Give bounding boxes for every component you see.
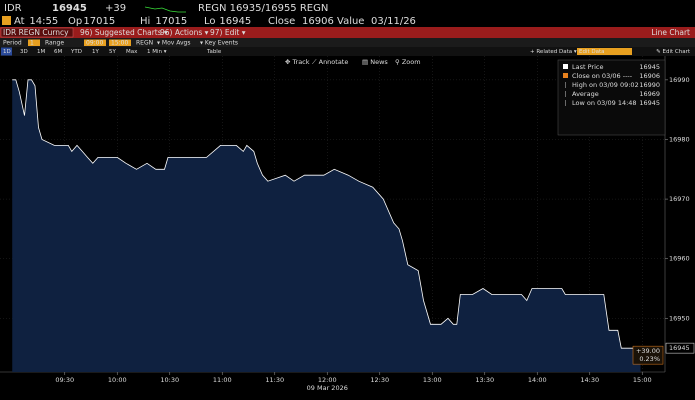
chart-label: Line Chart bbox=[651, 28, 690, 37]
timeframe[interactable]: 5Y bbox=[109, 49, 116, 55]
legend-box bbox=[557, 59, 666, 136]
stat-label: Close bbox=[268, 16, 295, 27]
y-tick-label: 16990 bbox=[669, 76, 690, 84]
timeframe[interactable]: 6M bbox=[54, 49, 62, 55]
timeframe[interactable]: Max bbox=[126, 49, 138, 55]
y-tick-label: 16970 bbox=[669, 195, 690, 203]
menu-item[interactable]: 96) Suggested Charts ▾ bbox=[80, 28, 168, 37]
input-box[interactable] bbox=[28, 39, 40, 47]
last-price-box bbox=[665, 342, 695, 354]
legend-label: Average bbox=[572, 90, 599, 98]
tool[interactable]: ✥ Track bbox=[285, 58, 310, 66]
x-tick-label: 12:00 bbox=[318, 376, 337, 384]
stat-label: Value bbox=[337, 16, 364, 27]
date-label: 09 Mar 2026 bbox=[307, 384, 348, 392]
security: IDR REGN Curncy bbox=[3, 28, 69, 37]
legend-label: Low on 03/09 14:48 bbox=[572, 99, 637, 107]
stat-value: 17015 bbox=[155, 16, 187, 27]
legend-label: High on 03/09 09:02 bbox=[572, 81, 639, 89]
x-tick-label: 10:30 bbox=[160, 376, 179, 384]
x-tick-label: 14:30 bbox=[580, 376, 599, 384]
x-tick-label: 10:00 bbox=[108, 376, 127, 384]
stat-label: At bbox=[14, 16, 25, 27]
change-box bbox=[632, 345, 664, 365]
setting: 15:00 bbox=[111, 40, 128, 47]
edit-chart[interactable]: ✎ Edit Chart bbox=[656, 49, 691, 55]
menu-bar bbox=[0, 27, 695, 38]
input-box[interactable] bbox=[84, 39, 106, 47]
security-box[interactable] bbox=[0, 27, 74, 38]
settings-bar bbox=[0, 38, 695, 47]
timeframe-selected bbox=[1, 47, 12, 56]
legend-value: 16945 bbox=[639, 63, 660, 71]
y-tick-label: 16980 bbox=[669, 135, 690, 143]
x-tick-label: 15:00 bbox=[633, 376, 652, 384]
related-data[interactable]: + Related Data ▾ bbox=[530, 49, 577, 55]
menu-item[interactable]: 96) Actions ▾ bbox=[160, 28, 209, 37]
timeframe[interactable]: YTD bbox=[70, 49, 82, 55]
x-tick-label: 11:00 bbox=[213, 376, 232, 384]
stat-value: 17015 bbox=[83, 16, 115, 27]
x-tick-label: 14:00 bbox=[528, 376, 547, 384]
x-tick-label: 09:30 bbox=[55, 376, 74, 384]
setting: Range bbox=[45, 40, 64, 47]
ticker: IDR bbox=[4, 3, 22, 14]
legend-label: Close on 03/06 ---- bbox=[572, 72, 633, 80]
stat-label: Op bbox=[68, 16, 82, 27]
y-tick-label: 16960 bbox=[669, 255, 690, 263]
input-box[interactable] bbox=[109, 39, 131, 47]
legend-value: 16906 bbox=[639, 72, 660, 80]
stat-value: 03/11/26 bbox=[371, 16, 416, 27]
last-price-label: 16945 bbox=[669, 344, 690, 352]
last-price: 16945 bbox=[52, 3, 87, 14]
legend-value: 16969 bbox=[639, 90, 660, 98]
setting: Period bbox=[3, 40, 22, 47]
legend-swatch bbox=[563, 64, 568, 69]
setting: 09:00 bbox=[86, 40, 103, 47]
stat-value: 16906 bbox=[302, 16, 334, 27]
x-tick-label: 13:30 bbox=[475, 376, 494, 384]
edit-data-box[interactable] bbox=[577, 48, 632, 55]
sparkline bbox=[144, 6, 186, 13]
stat-value: 14:55 bbox=[29, 16, 58, 27]
edit-data: Edit Data bbox=[579, 49, 605, 55]
quote: REGN 16935/16955 REGN bbox=[198, 3, 328, 14]
change: +39 bbox=[105, 3, 126, 14]
setting: REGN bbox=[136, 40, 153, 47]
timeframe-bar bbox=[0, 47, 695, 56]
timeframe[interactable]: 1D bbox=[3, 49, 11, 55]
timeframe[interactable]: 1 Min ▾ bbox=[147, 49, 167, 55]
pct-label: 0.23% bbox=[639, 355, 660, 363]
price-line bbox=[12, 79, 641, 349]
stat-value: 16945 bbox=[219, 16, 251, 27]
change-label: +39.00 bbox=[636, 347, 660, 355]
tool[interactable]: ▤ News bbox=[362, 58, 388, 66]
tool[interactable]: ⟋ Annotate bbox=[312, 58, 348, 66]
legend-value: 16990 bbox=[639, 81, 660, 89]
timeframe[interactable]: 1M bbox=[37, 49, 45, 55]
stat-label: Lo bbox=[204, 16, 216, 27]
timeframe[interactable]: 1Y bbox=[92, 49, 99, 55]
menu-item[interactable]: 97) Edit ▾ bbox=[210, 28, 246, 37]
x-tick-label: 13:00 bbox=[423, 376, 442, 384]
stat-label: Hi bbox=[140, 16, 150, 27]
x-tick-label: 11:30 bbox=[265, 376, 284, 384]
info-icon bbox=[2, 16, 11, 25]
setting: ▾ Key Events bbox=[200, 40, 238, 47]
legend-value: 16945 bbox=[639, 99, 660, 107]
area bbox=[12, 79, 641, 373]
setting: 1 bbox=[30, 40, 34, 47]
setting: ▾ Mov Avgs bbox=[157, 40, 190, 47]
timeframe[interactable]: 3D bbox=[20, 49, 28, 55]
x-tick-label: 12:30 bbox=[370, 376, 389, 384]
legend-label: Last Price bbox=[572, 63, 603, 71]
y-tick-label: 16950 bbox=[669, 314, 690, 322]
legend-swatch bbox=[563, 73, 568, 78]
timeframe[interactable]: Table bbox=[206, 49, 222, 55]
tool[interactable]: ⚲ Zoom bbox=[395, 58, 421, 66]
